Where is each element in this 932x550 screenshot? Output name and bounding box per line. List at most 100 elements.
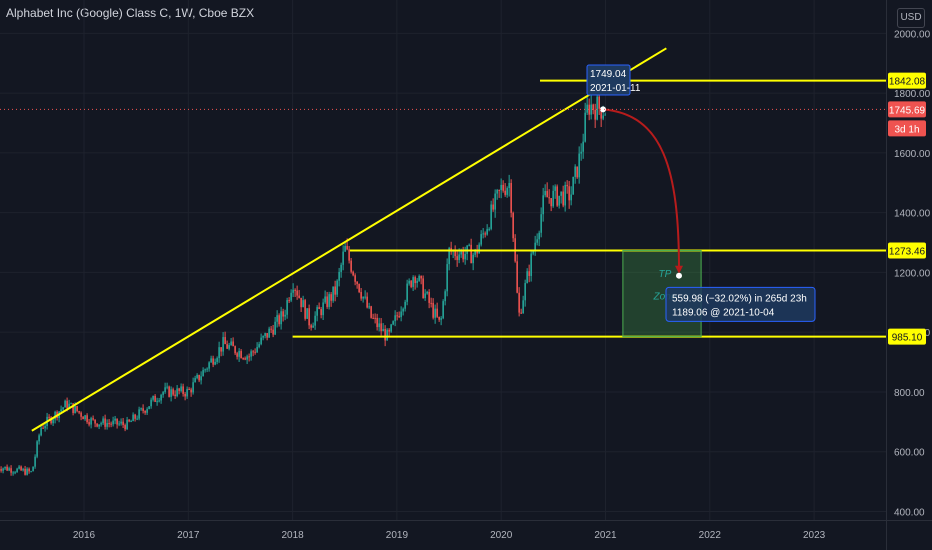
candle-body xyxy=(110,423,112,425)
y-tick-label: 1400.00 xyxy=(894,209,931,220)
candle-body xyxy=(320,309,322,316)
candle-body xyxy=(272,329,274,335)
candle-body xyxy=(432,302,434,318)
candle-body xyxy=(194,378,196,383)
candle-body xyxy=(100,423,102,425)
candle-body xyxy=(322,302,324,316)
candle-body xyxy=(412,277,414,287)
candle-body xyxy=(94,419,96,424)
currency-button[interactable]: USD xyxy=(897,8,925,28)
candle-body xyxy=(22,468,24,471)
candle-body xyxy=(312,325,314,328)
candle-body xyxy=(226,344,228,349)
candle-body xyxy=(498,189,500,191)
candle-body xyxy=(40,427,42,436)
candle-body xyxy=(292,289,294,293)
candle-body xyxy=(112,420,114,425)
x-tick-label: 2017 xyxy=(177,530,200,541)
y-tick-label: 1600.00 xyxy=(894,149,931,160)
x-tick-label: 2018 xyxy=(281,530,304,541)
candle-body xyxy=(302,300,304,308)
candle-body xyxy=(250,351,252,357)
candle-body xyxy=(178,388,180,391)
y-tick-label: 600.00 xyxy=(894,448,925,459)
candle-body xyxy=(118,423,120,425)
candle-body xyxy=(408,280,410,284)
candle-body xyxy=(124,425,126,430)
x-tick-label: 2016 xyxy=(73,530,96,541)
candle-body xyxy=(208,362,210,369)
price-tag-resistance-top: 1842.08 xyxy=(889,77,926,88)
candle-body xyxy=(586,104,588,113)
candle-body xyxy=(374,317,376,319)
candle-body xyxy=(252,351,254,353)
candle-body xyxy=(330,294,332,301)
candle-body xyxy=(462,250,464,260)
candle-body xyxy=(546,191,548,198)
candle-body xyxy=(530,253,532,276)
candle-body xyxy=(262,335,264,338)
candle-body xyxy=(588,104,590,115)
candle-body xyxy=(482,233,484,235)
candle-body xyxy=(460,250,462,255)
candle-body xyxy=(404,301,406,309)
candle-body xyxy=(314,315,316,326)
candle-body xyxy=(130,421,132,423)
candle-body xyxy=(578,153,580,178)
candle-body xyxy=(298,295,300,298)
candle-body xyxy=(42,427,44,429)
candle-body xyxy=(424,293,426,299)
candle-body xyxy=(36,441,38,457)
candle-body xyxy=(398,316,400,318)
candle-body xyxy=(62,407,64,410)
candle-body xyxy=(198,374,200,381)
candle-body xyxy=(196,374,198,379)
candle-body xyxy=(502,184,504,191)
candle-body xyxy=(108,423,110,425)
chart-grid xyxy=(0,0,886,520)
candle-body xyxy=(142,408,144,411)
x-tick-label: 2023 xyxy=(803,530,826,541)
candle-body xyxy=(220,347,222,352)
candle-body xyxy=(48,416,50,418)
candle-body xyxy=(480,234,482,245)
candle-body xyxy=(402,308,404,312)
candle-body xyxy=(274,321,276,335)
candle-body xyxy=(52,419,54,424)
candle-body xyxy=(80,412,82,417)
candle-body xyxy=(92,418,94,420)
candle-body xyxy=(352,271,354,276)
candle-body xyxy=(254,351,256,353)
price-tag-resistance-top-bg xyxy=(888,72,926,89)
candle-body xyxy=(566,184,568,187)
candle-body xyxy=(348,249,350,261)
candle-body xyxy=(276,315,278,322)
candle-body xyxy=(334,286,336,295)
projection-arrow xyxy=(602,108,680,270)
projection-sublabel: 1189.06 @ 2021-10-04 xyxy=(672,307,775,318)
candle-body xyxy=(440,318,442,320)
candle-body xyxy=(192,382,194,393)
candle-body xyxy=(446,264,448,292)
candle-body xyxy=(340,264,342,272)
x-tick-label: 2021 xyxy=(594,530,617,541)
candle-body xyxy=(296,290,298,296)
candle-body xyxy=(4,466,6,469)
price-tag-countdown: 3d 1h xyxy=(894,124,919,135)
candle-body xyxy=(380,323,382,332)
candle-body xyxy=(96,423,98,427)
candle-body xyxy=(506,188,508,195)
candle-body xyxy=(516,261,518,293)
candle-body xyxy=(328,294,330,307)
candle-body xyxy=(158,400,160,402)
candle-body xyxy=(264,333,266,336)
candle-body xyxy=(458,254,460,261)
candle-body xyxy=(184,393,186,397)
projection-arrowhead xyxy=(675,265,683,274)
price-tag-last: 1745.69 xyxy=(889,105,926,116)
candle-body xyxy=(232,341,234,347)
candle-body xyxy=(332,286,334,301)
candle-body xyxy=(406,283,408,302)
price-tag-resistance-mid-bg xyxy=(888,242,926,259)
